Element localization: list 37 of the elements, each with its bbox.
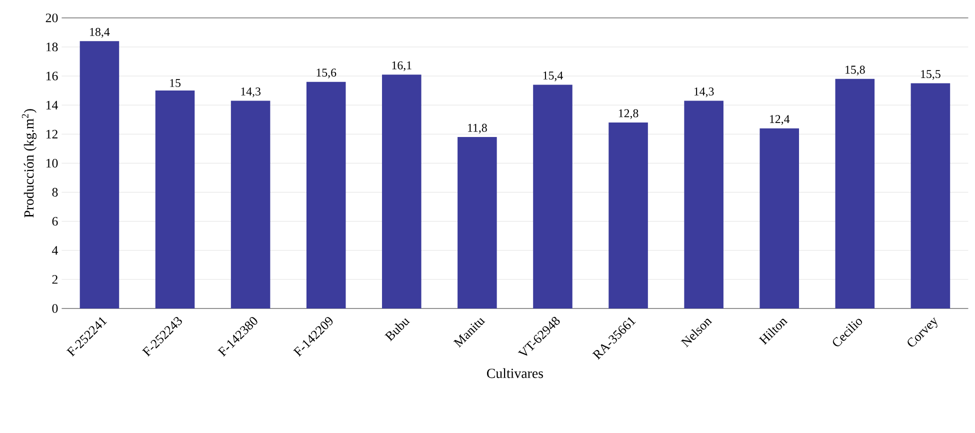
bar xyxy=(155,90,195,309)
bar xyxy=(533,84,572,309)
data-label: 12,4 xyxy=(770,115,790,125)
y-tick-label: 0 xyxy=(52,304,58,313)
y-tick-label: 20 xyxy=(46,14,58,22)
data-label: 15,5 xyxy=(921,70,940,80)
bar xyxy=(382,74,422,309)
data-label: 14,3 xyxy=(694,88,714,98)
bar xyxy=(910,83,950,309)
y-tick-label: 18 xyxy=(46,42,58,52)
y-tick-label: 6 xyxy=(52,217,58,226)
data-label: 18,4 xyxy=(90,28,110,38)
bar xyxy=(230,100,270,309)
bar xyxy=(306,82,346,309)
bar xyxy=(835,78,875,309)
x-axis-title: Cultivares xyxy=(487,368,543,378)
bar xyxy=(458,137,497,309)
y-tick-label: 8 xyxy=(52,188,58,197)
y-tick-label: 12 xyxy=(46,130,58,138)
data-label: 15,6 xyxy=(316,68,336,78)
y-tick-label: 2 xyxy=(52,275,58,284)
y-axis-title: Producción (kg.m$^{2}$) xyxy=(22,109,37,218)
y-tick-label: 16 xyxy=(46,72,58,80)
data-label: 14,3 xyxy=(241,88,261,98)
data-label: 12,8 xyxy=(618,109,638,120)
bar xyxy=(684,100,724,309)
data-label: 15 xyxy=(170,79,181,88)
y-tick-label: 4 xyxy=(52,246,58,255)
bar xyxy=(760,128,800,309)
y-tick-label: 14 xyxy=(46,100,58,110)
data-label: 16,1 xyxy=(392,61,412,72)
data-label: 11,8 xyxy=(468,124,487,134)
bar xyxy=(80,41,120,309)
data-label: 15,4 xyxy=(543,72,563,82)
bar xyxy=(608,122,648,309)
data-label: 15,8 xyxy=(846,66,865,76)
y-tick-label: 10 xyxy=(46,158,58,168)
